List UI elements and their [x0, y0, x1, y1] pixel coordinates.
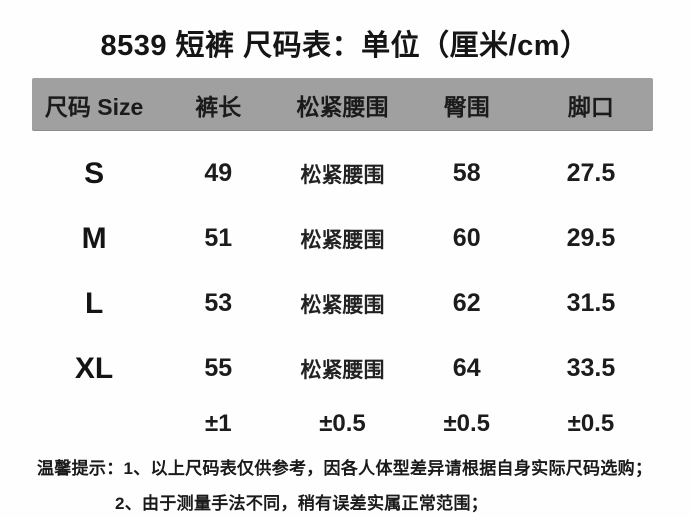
cell-leg-opening: 31.5: [566, 289, 616, 317]
table-row-l: L 53 松紧腰围 62 31.5: [32, 271, 653, 336]
cell-hip: 58: [452, 159, 481, 187]
note-line-1: 温馨提示：1、以上尺码表仅供参考，因各人体型差异请根据自身实际尺码选购；: [37, 451, 690, 486]
cell-size: M: [81, 221, 107, 255]
size-table-body: S 49 松紧腰围 58 27.5 M 51 松紧腰围 60 29.5 L 53…: [32, 141, 653, 447]
cell-length: 49: [204, 159, 233, 187]
cell-length: 51: [204, 224, 233, 252]
cell-waist: 松紧腰围: [300, 293, 385, 317]
cell-tolerance-waist: ±0.5: [319, 410, 366, 437]
column-header-waist: 松紧腰围: [296, 93, 389, 120]
cell-leg-opening: 27.5: [566, 159, 616, 187]
cell-waist: 松紧腰围: [300, 358, 385, 382]
table-row-m: M 51 松紧腰围 60 29.5: [32, 206, 653, 271]
note-line-2: 2、由于测量手法不同，稍有误差实属正常范围；: [115, 494, 489, 513]
size-chart-page: 8539 短裤 尺码表：单位（厘米/cm） 尺码 Size 裤长 松紧腰围 臀围…: [0, 22, 690, 518]
page-title: 8539 短裤 尺码表：单位（厘米/cm）: [100, 30, 590, 62]
cell-size: S: [84, 156, 105, 190]
column-header-length: 裤长: [195, 93, 242, 120]
note-text-1: 1、以上尺码表仅供参考，因各人体型差异请根据自身实际尺码选购；: [123, 459, 653, 478]
cell-tolerance-hip: ±0.5: [443, 410, 490, 437]
cell-waist: 松紧腰围: [300, 228, 385, 252]
table-row-xl: XL 55 松紧腰围 64 33.5: [32, 336, 653, 401]
column-header-size: 尺码 Size: [44, 93, 144, 120]
cell-size: XL: [74, 351, 114, 385]
cell-size: L: [84, 286, 104, 320]
table-row-tolerance: ±1 ±0.5 ±0.5 ±0.5: [32, 401, 653, 447]
cell-hip: 60: [452, 224, 481, 252]
cell-leg-opening: 29.5: [566, 224, 616, 252]
cell-length: 55: [204, 354, 233, 382]
column-header-leg-opening: 脚口: [567, 93, 614, 120]
size-table: 尺码 Size 裤长 松紧腰围 臀围 脚口 S 49 松紧腰围 58 27.5 …: [32, 78, 653, 447]
cell-waist: 松紧腰围: [300, 163, 385, 187]
cell-hip: 64: [452, 354, 481, 382]
cell-hip: 62: [452, 289, 481, 317]
size-table-header-row: 尺码 Size 裤长 松紧腰围 臀围 脚口: [32, 78, 653, 131]
cell-tolerance-length: ±1: [205, 410, 232, 437]
cell-length: 53: [204, 289, 233, 317]
cell-leg-opening: 33.5: [566, 354, 616, 382]
notes: 温馨提示：1、以上尺码表仅供参考，因各人体型差异请根据自身实际尺码选购； 2、由…: [37, 451, 690, 518]
table-row-s: S 49 松紧腰围 58 27.5: [32, 141, 653, 206]
column-header-hip: 臀围: [443, 93, 490, 120]
notes-prefix: 温馨提示：: [37, 459, 124, 478]
cell-tolerance-leg-opening: ±0.5: [567, 410, 615, 437]
